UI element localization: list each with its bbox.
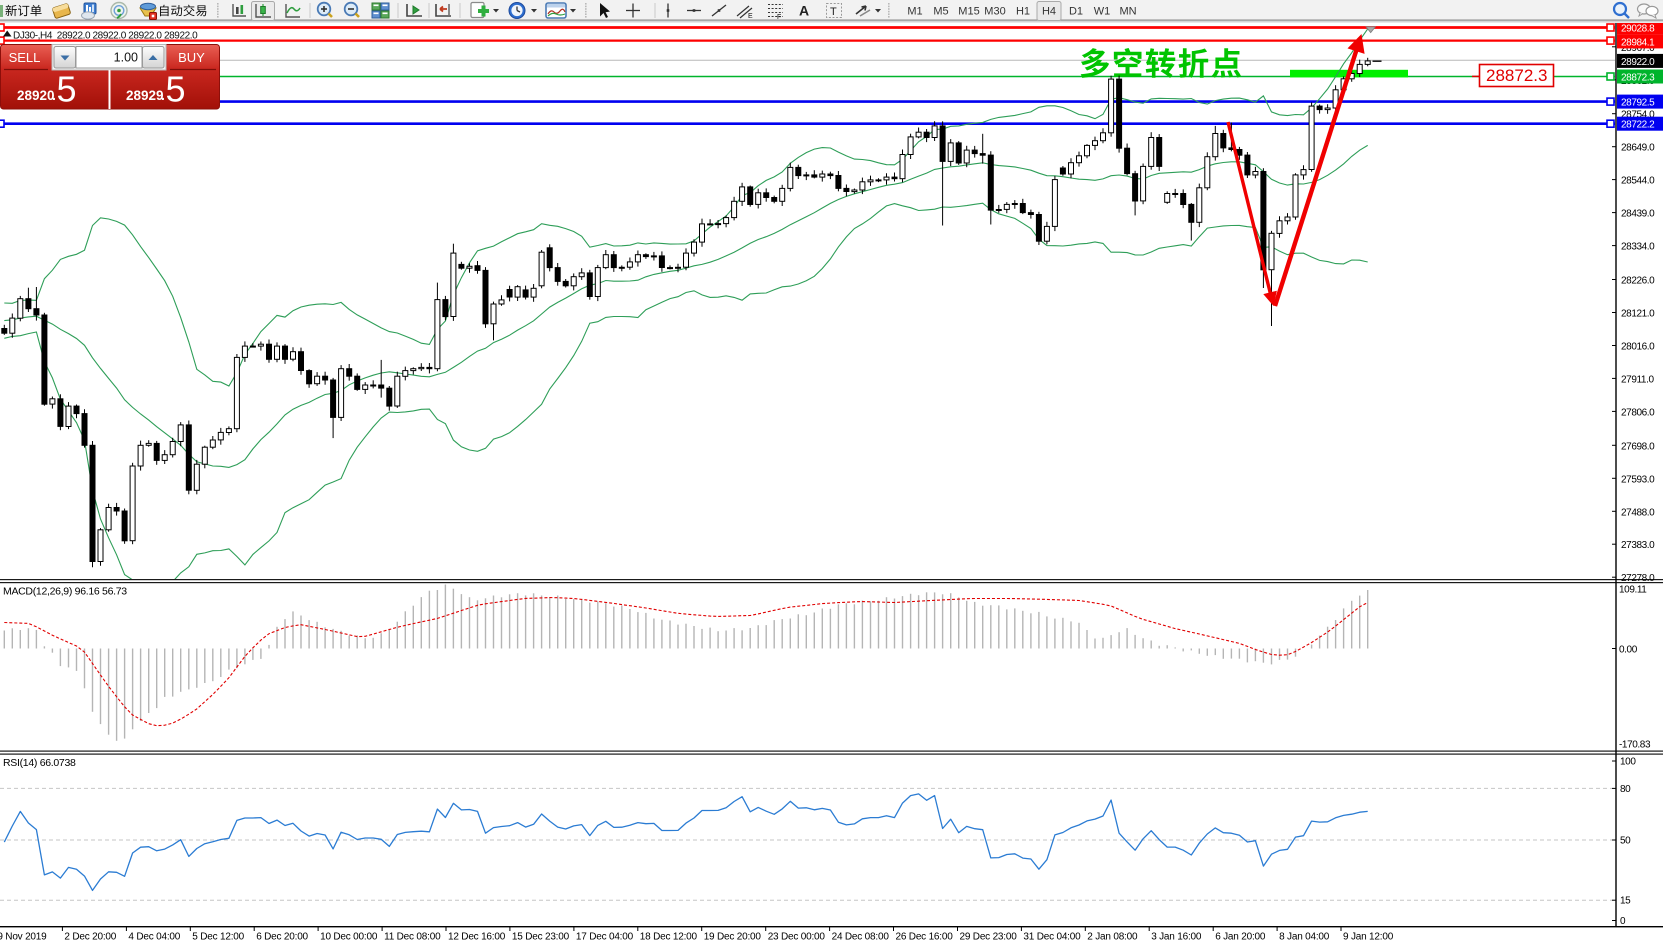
svg-text:28544.0: 28544.0 — [1621, 176, 1655, 187]
svg-text:28792.5: 28792.5 — [1621, 98, 1655, 109]
svg-text:DJ30-,H4 28922.0 28922.0 2892: DJ30-,H4 28922.0 28922.0 28922.0 28922.0 — [13, 31, 198, 42]
svg-text:T: T — [830, 6, 837, 18]
svg-text:28922.0: 28922.0 — [1621, 57, 1655, 68]
svg-text:5: 5 — [166, 69, 186, 110]
svg-text:9 Jan 12:00: 9 Jan 12:00 — [1343, 932, 1394, 943]
svg-text:15: 15 — [1620, 896, 1631, 907]
svg-text:BUY: BUY — [178, 50, 205, 65]
svg-text:.: . — [52, 87, 56, 103]
svg-text:28984.1: 28984.1 — [1621, 37, 1655, 48]
svg-text:19 Dec 20:00: 19 Dec 20:00 — [704, 932, 762, 943]
svg-text:28649.0: 28649.0 — [1621, 143, 1655, 154]
svg-text:28920: 28920 — [17, 88, 55, 103]
svg-text:28439.0: 28439.0 — [1621, 209, 1655, 220]
svg-text:18 Dec 12:00: 18 Dec 12:00 — [640, 932, 698, 943]
svg-text:27698.0: 27698.0 — [1621, 441, 1655, 452]
svg-text:28334.0: 28334.0 — [1621, 242, 1655, 253]
svg-text:50: 50 — [1620, 836, 1631, 847]
svg-text:29028.8: 29028.8 — [1621, 23, 1655, 34]
svg-text:28226.0: 28226.0 — [1621, 276, 1655, 287]
svg-text:H1: H1 — [1016, 6, 1030, 18]
svg-text:100: 100 — [1620, 757, 1636, 768]
svg-text:M15: M15 — [958, 6, 979, 18]
svg-text:M1: M1 — [907, 6, 922, 18]
svg-text:MN: MN — [1119, 6, 1136, 18]
svg-text:29 Dec 23:00: 29 Dec 23:00 — [960, 932, 1018, 943]
svg-text:SELL: SELL — [9, 50, 41, 65]
svg-text:6 Jan 20:00: 6 Jan 20:00 — [1215, 932, 1266, 943]
svg-text:H4: H4 — [1042, 6, 1056, 18]
svg-text:23 Dec 00:00: 23 Dec 00:00 — [768, 932, 826, 943]
svg-text:2 Jan 08:00: 2 Jan 08:00 — [1087, 932, 1138, 943]
svg-text:26 Dec 16:00: 26 Dec 16:00 — [896, 932, 954, 943]
svg-text:28722.2: 28722.2 — [1621, 120, 1655, 131]
svg-text:MACD(12,26,9) 96.16 56.73: MACD(12,26,9) 96.16 56.73 — [3, 586, 127, 598]
svg-text:RSI(14) 66.0738: RSI(14) 66.0738 — [3, 757, 76, 769]
svg-text:D1: D1 — [1069, 6, 1083, 18]
svg-text:15 Dec 23:00: 15 Dec 23:00 — [512, 932, 570, 943]
svg-text:5: 5 — [57, 69, 77, 110]
svg-text:28929: 28929 — [126, 88, 164, 103]
svg-text:12 Dec 16:00: 12 Dec 16:00 — [448, 932, 506, 943]
svg-text:A: A — [799, 3, 809, 19]
svg-text:31 Dec 04:00: 31 Dec 04:00 — [1023, 932, 1081, 943]
svg-text:1.00: 1.00 — [114, 51, 138, 65]
svg-text:.: . — [161, 87, 165, 103]
svg-text:3 Jan 16:00: 3 Jan 16:00 — [1151, 932, 1202, 943]
svg-text:M30: M30 — [984, 6, 1005, 18]
svg-text:27488.0: 27488.0 — [1621, 507, 1655, 518]
svg-text:M5: M5 — [933, 6, 948, 18]
svg-text:28754.0: 28754.0 — [1621, 110, 1655, 121]
svg-text:E: E — [748, 13, 753, 20]
svg-text:28872.3: 28872.3 — [1621, 73, 1655, 84]
svg-text:24 Dec 08:00: 24 Dec 08:00 — [832, 932, 890, 943]
svg-text:109.11: 109.11 — [1619, 585, 1647, 596]
svg-text:17 Dec 04:00: 17 Dec 04:00 — [576, 932, 634, 943]
svg-text:0.00: 0.00 — [1619, 645, 1638, 656]
svg-text:-170.83: -170.83 — [1619, 740, 1651, 751]
svg-text:29 Nov 2019: 29 Nov 2019 — [0, 932, 47, 943]
svg-text:27911.0: 27911.0 — [1621, 374, 1654, 385]
svg-text:28016.0: 28016.0 — [1621, 342, 1655, 353]
svg-text:4 Dec 04:00: 4 Dec 04:00 — [128, 932, 180, 943]
svg-text:F: F — [777, 14, 781, 21]
svg-text:27593.0: 27593.0 — [1621, 474, 1655, 485]
svg-text:10 Dec 00:00: 10 Dec 00:00 — [320, 932, 378, 943]
svg-text:27383.0: 27383.0 — [1621, 540, 1655, 551]
svg-text:27806.0: 27806.0 — [1621, 407, 1655, 418]
svg-text:2 Dec 20:00: 2 Dec 20:00 — [64, 932, 116, 943]
svg-text:28872.3: 28872.3 — [1486, 66, 1547, 85]
svg-text:80: 80 — [1620, 784, 1631, 795]
svg-text:28121.0: 28121.0 — [1621, 309, 1655, 320]
svg-text:8 Jan 04:00: 8 Jan 04:00 — [1279, 932, 1330, 943]
svg-text:5 Dec 12:00: 5 Dec 12:00 — [192, 932, 244, 943]
svg-text:W1: W1 — [1094, 6, 1111, 18]
svg-text:27278.0: 27278.0 — [1621, 573, 1655, 584]
svg-text:0: 0 — [1620, 916, 1626, 927]
svg-text:11 Dec 08:00: 11 Dec 08:00 — [384, 932, 441, 943]
svg-text:6 Dec 20:00: 6 Dec 20:00 — [256, 932, 308, 943]
